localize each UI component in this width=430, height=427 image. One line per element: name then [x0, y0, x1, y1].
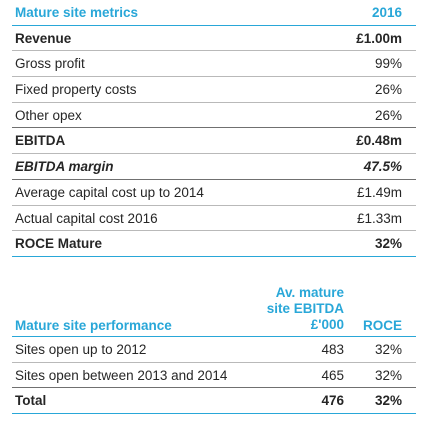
metric-row-actual-capital-cost: Actual capital cost 2016 £1.33m: [12, 206, 416, 232]
performance-ebitda: 465: [321, 367, 344, 383]
performance-label: Total: [15, 393, 47, 409]
performance-ebitda: 483: [321, 342, 344, 357]
metric-label: Other opex: [15, 107, 82, 123]
metric-value: 99%: [374, 56, 402, 72]
metric-value: £1.33m: [356, 210, 402, 226]
metric-label: Average capital cost up to 2014: [15, 184, 204, 200]
metric-row-gross-profit: Gross profit 99%: [12, 51, 416, 78]
metrics-header-row: Mature site metrics 2016: [12, 0, 416, 26]
metric-label: EBITDA: [15, 133, 66, 149]
metric-value: 32%: [374, 236, 402, 252]
metric-label: Fixed property costs: [15, 82, 137, 98]
performance-row-total: Total 476 32%: [12, 388, 416, 415]
metric-row-fixed-property-costs: Fixed property costs 26%: [12, 77, 416, 103]
performance-ebitda: 476: [321, 393, 344, 409]
performance-roce: 32%: [374, 393, 402, 409]
metric-label: ROCE Mature: [15, 236, 103, 252]
metric-value: 47.5%: [363, 159, 402, 175]
metric-row-ebitda: EBITDA £0.48m: [12, 128, 416, 155]
metric-label: Gross profit: [15, 56, 85, 72]
metric-row-average-capital-cost: Average capital cost up to 2014 £1.49m: [12, 180, 416, 206]
metric-label: Revenue: [15, 30, 72, 46]
ebitda-column-header: Av. mature site EBITDA £'000: [266, 285, 344, 332]
mature-site-metrics-table: Mature site metrics 2016 Revenue £1.00m …: [12, 0, 416, 257]
metric-value: 26%: [374, 82, 402, 98]
metric-value: 26%: [374, 107, 402, 123]
performance-label: Sites open between 2013 and 2014: [15, 367, 228, 383]
metric-row-other-opex: Other opex 26%: [12, 103, 416, 129]
metric-label: EBITDA margin: [15, 159, 114, 175]
mature-site-performance-table: Mature site performance Av. mature site …: [12, 284, 416, 415]
metric-value: £0.48m: [356, 133, 402, 149]
metric-row-revenue: Revenue £1.00m: [12, 26, 416, 52]
metric-value: £1.00m: [356, 30, 402, 46]
performance-roce: 32%: [374, 342, 402, 357]
performance-row-2013-2014: Sites open between 2013 and 2014 465 32%: [12, 363, 416, 389]
metric-row-roce-mature: ROCE Mature 32%: [12, 231, 416, 257]
performance-header-label: Mature site performance: [15, 318, 172, 333]
performance-row-up-to-2012: Sites open up to 2012 483 32%: [12, 337, 416, 363]
metric-label: Actual capital cost 2016: [15, 210, 158, 226]
roce-column-header: ROCE: [362, 318, 402, 333]
metric-row-ebitda-margin: EBITDA margin 47.5%: [12, 154, 416, 180]
metrics-header-year: 2016: [371, 5, 402, 20]
performance-roce: 32%: [374, 367, 402, 383]
metric-value: £1.49m: [356, 184, 402, 200]
metrics-header-label: Mature site metrics: [15, 5, 139, 20]
performance-label: Sites open up to 2012: [15, 342, 147, 357]
performance-header-row: Mature site performance Av. mature site …: [12, 284, 416, 337]
